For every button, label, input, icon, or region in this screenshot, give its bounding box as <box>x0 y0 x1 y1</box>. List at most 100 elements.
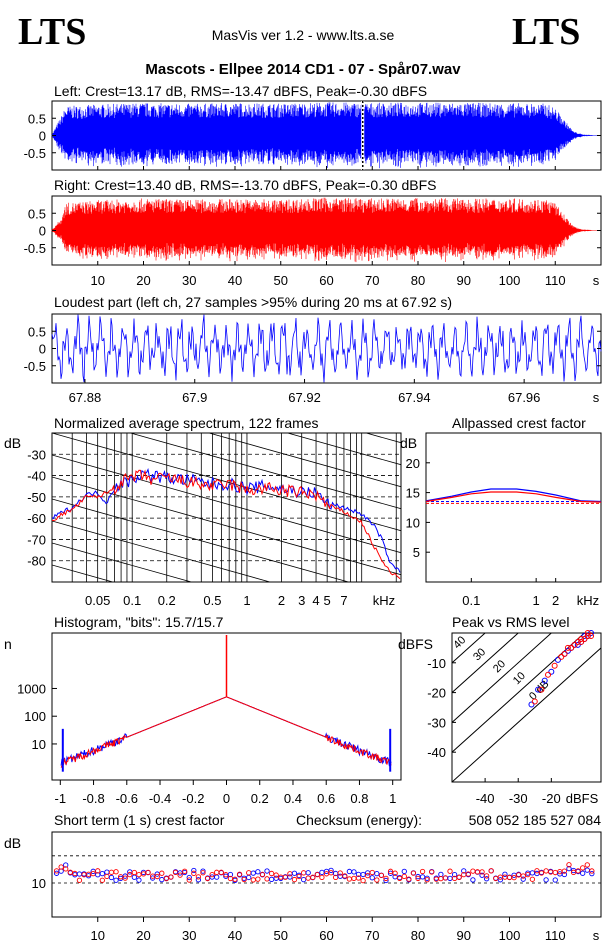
peak-rms-xtick-label: -30 <box>509 791 528 806</box>
left-waveform: 0.5 0 -0.5 <box>24 100 602 171</box>
peak-rms-point-right <box>584 630 591 636</box>
short-term-point-right <box>506 874 513 881</box>
short-term-xtick-label: 40 <box>228 928 242 943</box>
plot-area: 0.50-0.50.50-0.510 20 30 40 50 60 70 80 90 100 110… <box>17 100 602 943</box>
short-term-point-left <box>566 865 572 872</box>
short-term-point-right <box>415 875 421 882</box>
waveform-xtick-label: 30 <box>182 273 196 288</box>
waveform-xtick-label: 70 <box>365 273 379 288</box>
peak-rms-point-right <box>564 644 571 651</box>
short-term-point-left <box>214 874 220 880</box>
peak-rms-point-left <box>581 632 588 639</box>
left-waveform-ytick-label: -0.5 <box>24 146 46 161</box>
short-term-point-left <box>383 877 389 884</box>
short-term-point-right <box>424 877 430 883</box>
short-term-point-right <box>314 871 320 878</box>
spectrum-slope <box>52 433 401 532</box>
short-term-point-right <box>163 875 170 882</box>
short-term-point-right <box>397 875 403 881</box>
histogram-left-series <box>60 696 392 767</box>
short-term-point-right <box>419 868 426 875</box>
short-term-point-left <box>584 867 590 873</box>
short-term-xunit: s <box>593 928 600 943</box>
spectrum-xtick-label: 0.05 <box>85 593 110 608</box>
short-term-point-right <box>369 869 375 876</box>
spectrum-ytick-label: -80 <box>27 554 46 569</box>
short-term-point-left <box>122 873 128 879</box>
short-term-point-right <box>511 874 517 881</box>
short-term-point-left <box>195 877 202 883</box>
short-term-point-left <box>99 870 105 877</box>
short-term-point-right <box>360 877 366 884</box>
short-term-point-right <box>438 876 444 882</box>
short-term-point-left <box>502 871 508 877</box>
crest-factor-title: Allpassed crest factor <box>452 415 586 431</box>
crest-left-series <box>425 488 602 503</box>
spectrum-slope <box>207 433 401 488</box>
short-term-point-right <box>392 870 398 876</box>
peak-rms-point-right <box>574 638 581 645</box>
peak-rms-frame <box>451 632 602 783</box>
short-term-point-left <box>85 873 92 879</box>
spectrum-ylabel: dB <box>4 435 21 451</box>
short-term-point-right <box>145 869 151 876</box>
short-term-point-right <box>337 870 343 876</box>
short-term-point-left <box>76 871 83 877</box>
peak-rms-point-right <box>581 635 588 642</box>
short-term-point-right <box>63 866 69 872</box>
short-term-point-left <box>255 869 261 875</box>
short-term-point-left <box>136 877 142 883</box>
spectrum-ytick-label: -70 <box>27 532 46 547</box>
short-term-point-right <box>108 869 115 875</box>
peak-rms-point-left <box>564 647 571 654</box>
short-term-point-left <box>200 868 206 874</box>
short-term-point-right <box>127 871 133 878</box>
short-term-point-right <box>58 864 64 870</box>
short-term-point-left <box>287 874 293 880</box>
short-term-point-left <box>461 868 467 874</box>
short-term-crest-chart: 10 10 20 30 40 50 60 70 80 90 100 110 <box>32 831 602 943</box>
peak-rms-xtick-label: -40 <box>476 791 495 806</box>
short-term-xtick-label: 70 <box>365 928 379 943</box>
short-term-point-left <box>223 873 229 879</box>
short-term-point-left <box>497 877 503 883</box>
spectrum-title: Normalized average spectrum, 122 frames <box>54 415 319 431</box>
short-term-point-right <box>259 871 266 878</box>
short-term-point-left <box>589 871 595 877</box>
short-term-point-right <box>346 876 353 882</box>
peak-rms-diagonal-label: 30 <box>471 646 488 663</box>
short-term-xtick-label: 60 <box>319 928 333 943</box>
short-term-point-right <box>374 877 380 883</box>
histogram-xtick-label: 0.4 <box>284 791 302 806</box>
crest-frame <box>425 432 602 583</box>
short-term-point-left <box>561 871 568 878</box>
short-term-point-right <box>470 868 476 874</box>
short-term-point-right <box>186 877 192 883</box>
short-term-point-right <box>479 869 485 875</box>
histogram-right-series <box>60 696 392 768</box>
spectrum-xtick-label: 3 <box>298 593 305 608</box>
short-term-point-right <box>264 876 270 882</box>
spectrum-slope <box>52 498 350 582</box>
short-term-point-left <box>470 877 476 883</box>
short-term-point-right <box>310 874 316 880</box>
short-term-point-right <box>131 869 138 876</box>
short-term-point-left <box>543 877 549 883</box>
spectrum-xtick-label: 0.2 <box>158 593 176 608</box>
short-term-point-left <box>159 876 165 883</box>
peak-rms-point-right <box>551 662 558 669</box>
short-term-point-right <box>342 873 348 879</box>
peak-rms-ylabel: dBFS <box>398 636 433 652</box>
short-term-point-right <box>543 868 549 874</box>
short-term-point-right <box>365 872 371 879</box>
peak-rms-point-left <box>588 630 595 636</box>
peak-rms-point-right <box>561 650 568 657</box>
crest-ytick-label: 10 <box>406 515 420 530</box>
short-term-ytick-label: 10 <box>32 876 46 891</box>
spectrum-ytick-label: -60 <box>27 511 46 526</box>
short-term-point-right <box>99 877 105 883</box>
peak-rms-ytick-label: -20 <box>427 686 446 701</box>
crest-right-series <box>425 491 602 503</box>
crest-ytick-label: 5 <box>413 545 420 560</box>
brand-logo-right: LTS <box>512 11 580 53</box>
